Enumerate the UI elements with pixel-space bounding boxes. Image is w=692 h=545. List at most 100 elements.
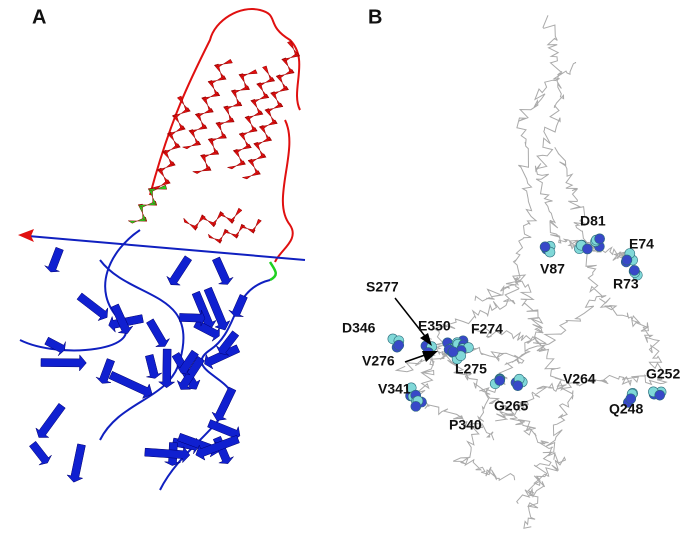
atom bbox=[582, 243, 593, 255]
beta-strand bbox=[212, 256, 234, 285]
backbone-trace bbox=[426, 336, 567, 505]
atom bbox=[654, 389, 666, 401]
pointer-arrow bbox=[394, 297, 429, 341]
helix-turn bbox=[275, 74, 290, 91]
beta-strand bbox=[44, 246, 64, 273]
helix-turn bbox=[232, 148, 246, 165]
structure-a bbox=[19, 8, 301, 491]
helix-turn bbox=[194, 112, 208, 129]
helix-turn bbox=[270, 91, 284, 108]
residue-label: V276 bbox=[362, 353, 395, 369]
loop bbox=[149, 8, 301, 263]
pointer-arrowhead bbox=[420, 333, 432, 346]
beta-strand bbox=[146, 318, 171, 347]
pointer-arrowhead bbox=[422, 351, 438, 362]
residue-label: E350 bbox=[418, 318, 451, 334]
beta-strand bbox=[144, 446, 191, 464]
helix-turn bbox=[252, 218, 262, 235]
residue-label: S277 bbox=[366, 279, 399, 295]
residue-label: Q248 bbox=[609, 401, 643, 417]
helix-turn bbox=[166, 131, 182, 148]
beta-strand bbox=[166, 255, 193, 286]
atom bbox=[410, 401, 422, 412]
helix-turn bbox=[237, 69, 258, 77]
beta-strand bbox=[176, 355, 205, 390]
helix-turn bbox=[137, 203, 148, 222]
atom bbox=[621, 254, 633, 266]
beta-strand bbox=[195, 434, 240, 461]
backbone-trace bbox=[471, 324, 574, 529]
beta-strand bbox=[211, 386, 237, 421]
beta-strand bbox=[179, 310, 206, 327]
residue-label: E74 bbox=[629, 236, 654, 252]
residue-label: F274 bbox=[471, 321, 503, 337]
helix-turn bbox=[262, 65, 275, 82]
helix-turn bbox=[207, 137, 220, 155]
helix-turn bbox=[188, 129, 201, 145]
residue-label: G265 bbox=[494, 398, 528, 414]
helix-turn bbox=[213, 63, 227, 80]
helix-turn bbox=[201, 96, 214, 113]
beta-strand bbox=[66, 443, 86, 483]
beta-strand bbox=[204, 344, 241, 370]
helix-turn bbox=[281, 57, 295, 74]
pointer-arrow bbox=[404, 354, 426, 363]
helix-turn bbox=[201, 214, 217, 228]
helix-turn bbox=[176, 95, 192, 112]
helix-turn bbox=[224, 228, 239, 239]
helix-turn bbox=[147, 184, 168, 192]
beta-strand bbox=[176, 349, 199, 375]
atom bbox=[625, 393, 637, 405]
helix-turn bbox=[171, 113, 187, 130]
beta-strand bbox=[76, 292, 109, 322]
helix-turn bbox=[247, 158, 262, 175]
beta-strand bbox=[215, 330, 240, 356]
beta-strand bbox=[108, 370, 153, 399]
atom bbox=[512, 380, 524, 392]
helix-turn bbox=[223, 105, 235, 123]
atom bbox=[494, 375, 506, 386]
helix-turn bbox=[207, 233, 223, 244]
residue-label: D81 bbox=[580, 213, 606, 229]
helix-turn bbox=[286, 40, 301, 57]
beta-strand bbox=[203, 286, 231, 331]
beta-strand bbox=[95, 358, 115, 384]
helix-turn bbox=[220, 210, 235, 224]
residue-label: R73 bbox=[613, 276, 639, 292]
helix-turn bbox=[264, 108, 279, 125]
beta-strand bbox=[40, 354, 87, 372]
helix-turn bbox=[258, 124, 273, 141]
atom bbox=[539, 241, 551, 253]
beta-strand bbox=[35, 402, 66, 438]
helix-turn bbox=[147, 187, 158, 206]
atom bbox=[594, 233, 605, 245]
helix-turn bbox=[127, 216, 148, 224]
residue-label: P340 bbox=[449, 417, 482, 433]
helix-turn bbox=[231, 207, 243, 225]
helix-turn bbox=[200, 154, 212, 172]
helix-turn bbox=[207, 80, 220, 96]
axis-arrowhead bbox=[18, 229, 34, 242]
helix-turn bbox=[238, 73, 251, 91]
membrane-axis bbox=[27, 235, 306, 261]
helix-turn bbox=[238, 132, 252, 148]
beta-strand bbox=[145, 354, 163, 379]
loop bbox=[268, 261, 277, 282]
backbone-trace bbox=[452, 274, 544, 482]
helix-turn bbox=[256, 82, 269, 98]
beta-strand bbox=[44, 336, 66, 357]
residue-label: V341 bbox=[378, 381, 411, 397]
residue-label: L275 bbox=[455, 361, 487, 377]
helix-turn bbox=[156, 167, 172, 184]
helix-turn bbox=[230, 89, 243, 107]
beta-strand bbox=[29, 440, 52, 466]
beta-strand bbox=[157, 348, 176, 389]
residue-label: V87 bbox=[540, 261, 565, 277]
backbone-trace bbox=[534, 15, 630, 262]
atom bbox=[393, 339, 405, 351]
structure-b bbox=[394, 15, 668, 529]
backbone-trace bbox=[495, 297, 668, 422]
residue-label: G252 bbox=[646, 366, 680, 382]
residue-label: V264 bbox=[563, 371, 596, 387]
